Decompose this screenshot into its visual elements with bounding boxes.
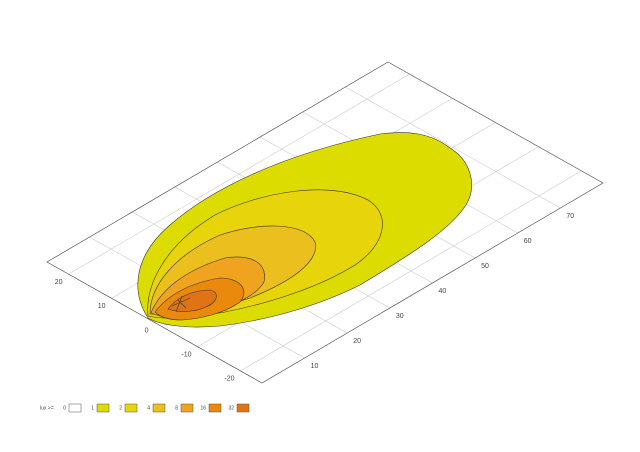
legend-label: 1: [91, 405, 94, 411]
contour-region: [167, 289, 217, 312]
x-tick-label: 10: [311, 363, 319, 370]
legend-swatch: [180, 403, 194, 413]
y-tick-label: 0: [145, 327, 149, 334]
x-tick-label: 20: [353, 338, 361, 345]
y-tick-label: 10: [98, 303, 106, 310]
x-tick-label: 50: [481, 263, 489, 270]
y-tick-label: -20: [224, 376, 234, 383]
legend-swatch: [68, 403, 82, 413]
legend-label: 0: [63, 405, 66, 411]
legend-swatch: [236, 403, 250, 413]
source-marker: [171, 295, 191, 313]
x-tick-label: 60: [524, 238, 532, 245]
x-tick-label: 70: [566, 213, 574, 220]
legend-label: 8: [175, 405, 178, 411]
legend-title: lux >=: [40, 405, 54, 411]
legend-label: 32: [228, 405, 234, 411]
legend-swatch: [96, 403, 110, 413]
y-tick-label: -10: [181, 352, 191, 359]
legend-swatch: [208, 403, 222, 413]
legend-swatch: [124, 403, 138, 413]
legend-swatch: [152, 403, 166, 413]
x-tick-label: 30: [396, 313, 404, 320]
y-tick-label: 20: [55, 279, 63, 286]
legend-label: 4: [147, 405, 150, 411]
grid-line: [68, 73, 410, 275]
plot-plane: [46, 61, 604, 384]
x-tick-label: 40: [439, 288, 447, 295]
legend-label: 2: [119, 405, 122, 411]
grid-line: [240, 170, 582, 372]
legend-label: 16: [200, 405, 206, 411]
